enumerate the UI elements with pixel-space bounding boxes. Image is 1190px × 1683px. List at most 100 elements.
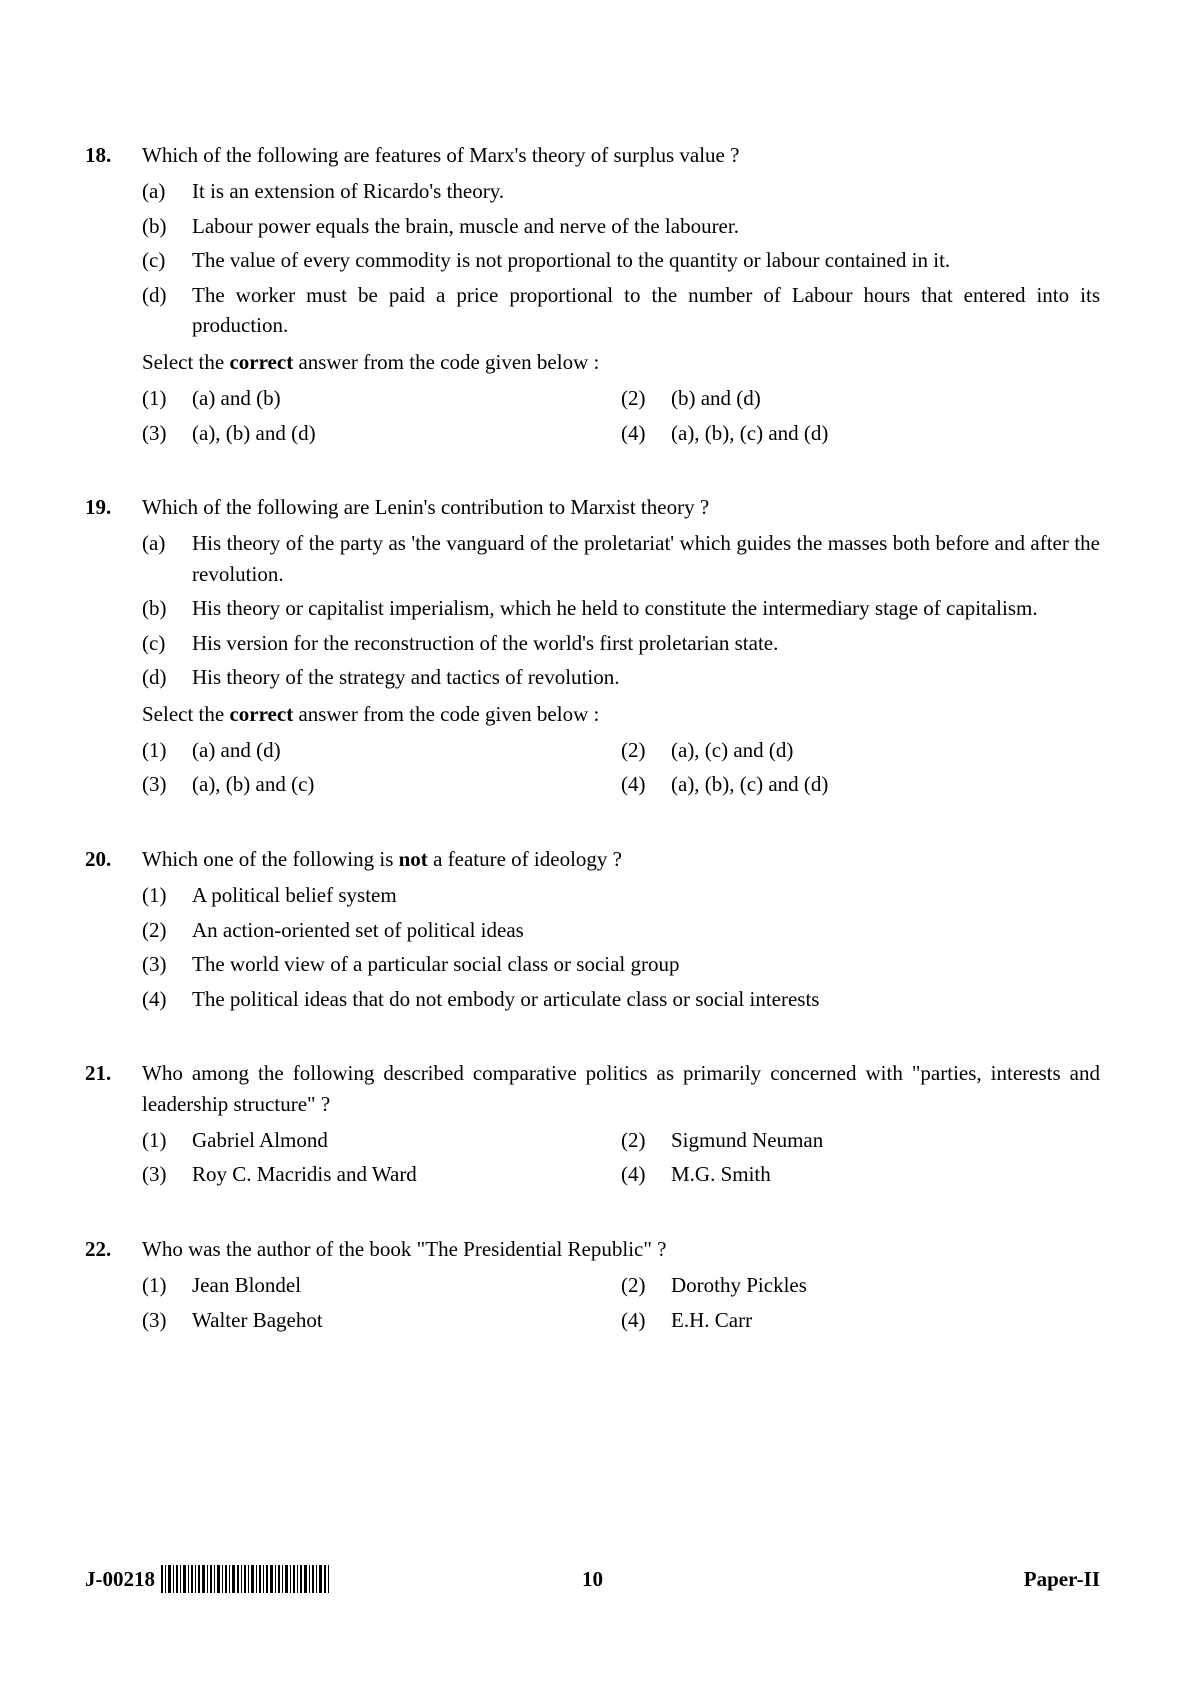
option-text: Gabriel Almond — [192, 1125, 621, 1155]
option-label: (3) — [142, 949, 192, 979]
option-text: (a) and (b) — [192, 383, 621, 413]
question-number: 20. — [85, 844, 142, 1018]
option[interactable]: (3)The world view of a particular social… — [142, 949, 1100, 979]
option-label: (2) — [621, 1270, 671, 1300]
sub-text: The worker must be paid a price proporti… — [192, 280, 1100, 341]
sub-label: (d) — [142, 662, 192, 692]
option-label: (2) — [621, 1125, 671, 1155]
instr-bold: correct — [229, 702, 293, 726]
option-label: (4) — [621, 1159, 671, 1189]
sub-label: (a) — [142, 176, 192, 206]
option-text: Sigmund Neuman — [671, 1125, 1100, 1155]
instruction: Select the correct answer from the code … — [142, 347, 1100, 377]
qtext-bold: not — [399, 847, 428, 871]
sub-text: Labour power equals the brain, muscle an… — [192, 211, 1100, 241]
option-text: A political belief system — [192, 880, 1100, 910]
question-number: 22. — [85, 1234, 142, 1339]
option[interactable]: (4)M.G. Smith — [621, 1159, 1100, 1189]
option[interactable]: (4)E.H. Carr — [621, 1305, 1100, 1335]
option[interactable]: (4)The political ideas that do not embod… — [142, 984, 1100, 1014]
option-label: (2) — [142, 915, 192, 945]
question-18: 18. Which of the following are features … — [85, 140, 1100, 452]
qtext-pre: Which one of the following is — [142, 847, 399, 871]
option[interactable]: (1)(a) and (b) — [142, 383, 621, 413]
sub-label: (b) — [142, 211, 192, 241]
question-text: Which of the following are features of M… — [142, 140, 1100, 170]
sub-label: (a) — [142, 528, 192, 589]
instr-bold: correct — [229, 350, 293, 374]
sub-text: His theory of the strategy and tactics o… — [192, 662, 1100, 692]
option[interactable]: (2)Dorothy Pickles — [621, 1270, 1100, 1300]
qtext-post: a feature of ideology ? — [428, 847, 622, 871]
option-label: (3) — [142, 418, 192, 448]
option[interactable]: (2)(a), (c) and (d) — [621, 735, 1100, 765]
option-text: The political ideas that do not embody o… — [192, 984, 1100, 1014]
option-label: (1) — [142, 1270, 192, 1300]
instr-post: answer from the code given below : — [293, 350, 599, 374]
option-text: Jean Blondel — [192, 1270, 621, 1300]
option[interactable]: (2)Sigmund Neuman — [621, 1125, 1100, 1155]
page-footer: J-00218 — [85, 1565, 1100, 1593]
option[interactable]: (4)(a), (b), (c) and (d) — [621, 418, 1100, 448]
option-label: (4) — [621, 418, 671, 448]
option[interactable]: (2)(b) and (d) — [621, 383, 1100, 413]
option-label: (2) — [621, 735, 671, 765]
option-label: (1) — [142, 735, 192, 765]
option-label: (3) — [142, 1159, 192, 1189]
question-21: 21. Who among the following described co… — [85, 1058, 1100, 1194]
option-label: (3) — [142, 1305, 192, 1335]
option-label: (4) — [621, 1305, 671, 1335]
question-number: 18. — [85, 140, 142, 452]
sub-label: (c) — [142, 628, 192, 658]
option-label: (1) — [142, 383, 192, 413]
instr-post: answer from the code given below : — [293, 702, 599, 726]
question-19: 19. Which of the following are Lenin's c… — [85, 492, 1100, 804]
option[interactable]: (3)(a), (b) and (c) — [142, 769, 621, 799]
option[interactable]: (2)An action-oriented set of political i… — [142, 915, 1100, 945]
barcode-icon — [161, 1565, 331, 1593]
option[interactable]: (3)Roy C. Macridis and Ward — [142, 1159, 621, 1189]
option-text: (a) and (d) — [192, 735, 621, 765]
option-text: Roy C. Macridis and Ward — [192, 1159, 621, 1189]
option-text: M.G. Smith — [671, 1159, 1100, 1189]
option-label: (1) — [142, 1125, 192, 1155]
question-text: Who was the author of the book "The Pres… — [142, 1234, 1100, 1264]
sub-label: (c) — [142, 245, 192, 275]
option-text: (a), (b), (c) and (d) — [671, 769, 1100, 799]
option-label: (1) — [142, 880, 192, 910]
sub-text: The value of every commodity is not prop… — [192, 245, 1100, 275]
option-text: Dorothy Pickles — [671, 1270, 1100, 1300]
question-20: 20. Which one of the following is not a … — [85, 844, 1100, 1018]
sub-label: (d) — [142, 280, 192, 341]
option-label: (2) — [621, 383, 671, 413]
option-text: E.H. Carr — [671, 1305, 1100, 1335]
question-22: 22. Who was the author of the book "The … — [85, 1234, 1100, 1339]
question-text: Which of the following are Lenin's contr… — [142, 492, 1100, 522]
question-number: 19. — [85, 492, 142, 804]
option-text: (a), (b) and (c) — [192, 769, 621, 799]
question-text: Which one of the following is not a feat… — [142, 844, 1100, 874]
option-label: (3) — [142, 769, 192, 799]
option[interactable]: (1)(a) and (d) — [142, 735, 621, 765]
option-text: (b) and (d) — [671, 383, 1100, 413]
option[interactable]: (1)Jean Blondel — [142, 1270, 621, 1300]
option[interactable]: (4)(a), (b), (c) and (d) — [621, 769, 1100, 799]
option-text: The world view of a particular social cl… — [192, 949, 1100, 979]
option-text: (a), (b) and (d) — [192, 418, 621, 448]
question-text: Who among the following described compar… — [142, 1058, 1100, 1119]
page-number: 10 — [582, 1567, 603, 1592]
option[interactable]: (1)A political belief system — [142, 880, 1100, 910]
option-text: (a), (b), (c) and (d) — [671, 418, 1100, 448]
option-text: Walter Bagehot — [192, 1305, 621, 1335]
option[interactable]: (1)Gabriel Almond — [142, 1125, 621, 1155]
option[interactable]: (3)(a), (b) and (d) — [142, 418, 621, 448]
instr-pre: Select the — [142, 702, 229, 726]
sub-text: His theory of the party as 'the vanguard… — [192, 528, 1100, 589]
instruction: Select the correct answer from the code … — [142, 699, 1100, 729]
exam-page: 18. Which of the following are features … — [0, 0, 1190, 1683]
option[interactable]: (3)Walter Bagehot — [142, 1305, 621, 1335]
question-number: 21. — [85, 1058, 142, 1194]
sub-text: His theory or capitalist imperialism, wh… — [192, 593, 1100, 623]
option-label: (4) — [142, 984, 192, 1014]
instr-pre: Select the — [142, 350, 229, 374]
